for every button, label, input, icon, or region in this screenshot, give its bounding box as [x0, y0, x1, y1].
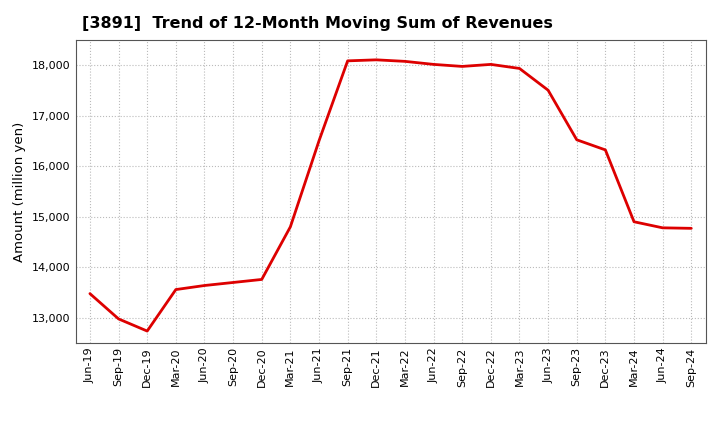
- Text: [3891]  Trend of 12-Month Moving Sum of Revenues: [3891] Trend of 12-Month Moving Sum of R…: [82, 16, 553, 32]
- Y-axis label: Amount (million yen): Amount (million yen): [13, 121, 26, 261]
